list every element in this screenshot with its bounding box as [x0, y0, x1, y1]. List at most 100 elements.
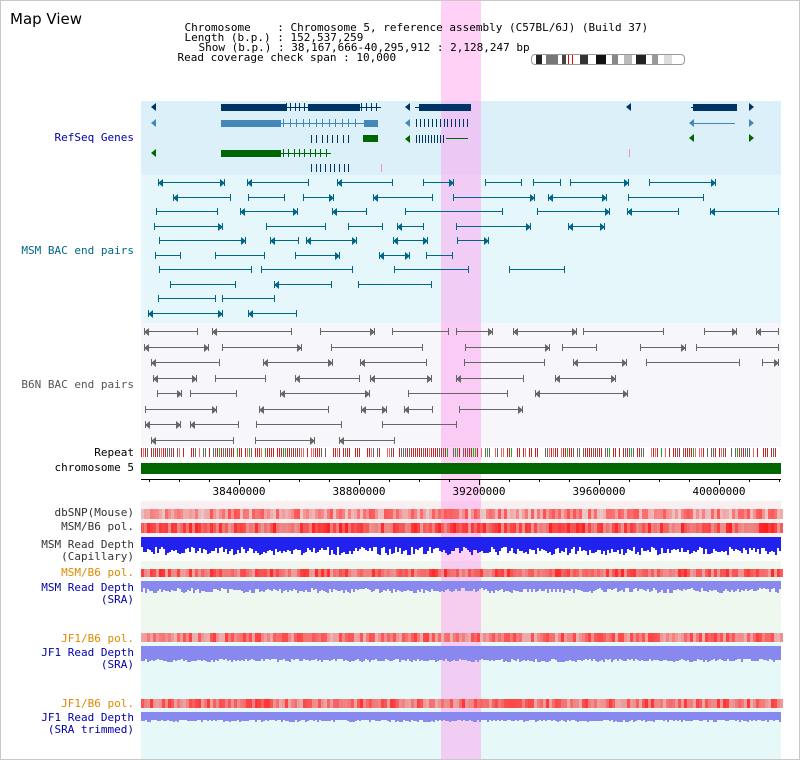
heat-cell	[615, 699, 618, 708]
repeat-track[interactable]	[141, 448, 781, 457]
axis-tick	[179, 479, 180, 482]
heat-cell	[198, 633, 201, 642]
depth-bar	[291, 646, 293, 659]
heat-cell	[246, 509, 249, 519]
heat-cell	[408, 509, 411, 519]
gene-exon	[416, 119, 417, 127]
heat-cell	[357, 633, 360, 642]
jf1-depth-sra-track[interactable]	[141, 646, 781, 668]
heat-cell	[237, 523, 240, 533]
depth-bar	[699, 581, 701, 592]
depth-bar	[279, 646, 281, 660]
depth-bar	[395, 646, 397, 659]
repeat-element	[577, 448, 578, 457]
heat-cell	[501, 523, 504, 533]
chromosome-bar[interactable]	[141, 463, 781, 474]
msm-depth-capillary-track[interactable]	[141, 537, 781, 555]
heat-cell	[624, 633, 627, 642]
heat-cell	[675, 509, 678, 519]
depth-bar	[219, 537, 221, 548]
depth-bar	[273, 581, 275, 589]
depth-bar	[173, 712, 175, 722]
heat-cell	[426, 509, 429, 519]
gene-exon	[343, 164, 345, 172]
depth-bar	[147, 646, 149, 662]
axis-tick	[749, 479, 750, 482]
chromosome-ideogram[interactable]	[531, 54, 685, 65]
heat-cell	[777, 523, 780, 533]
strand-arrow-icon	[600, 222, 606, 231]
depth-bar	[753, 712, 755, 720]
heat-cell	[612, 633, 615, 642]
depth-bar	[467, 581, 469, 591]
depth-bar	[751, 712, 753, 721]
heat-cell	[714, 633, 717, 642]
depth-bar	[565, 537, 567, 548]
depth-bar	[315, 646, 317, 659]
ideogram-band	[636, 55, 646, 64]
heat-cell	[468, 569, 471, 577]
repeat-element	[221, 448, 222, 457]
heat-cell	[411, 523, 414, 533]
strand-arrow-icon	[382, 405, 388, 414]
depth-bar	[573, 537, 575, 547]
jf1-depth-trimmed-track[interactable]	[141, 712, 781, 722]
heat-cell	[657, 523, 660, 533]
repeat-element	[349, 448, 350, 457]
depth-bar	[227, 581, 229, 593]
depth-bar	[181, 646, 183, 659]
jf1-b6-pol-heat-track[interactable]	[141, 633, 783, 642]
depth-bar	[605, 646, 607, 659]
depth-bar	[161, 581, 163, 592]
msm-b6-pol-heat-track[interactable]	[141, 523, 783, 533]
heat-cell	[627, 523, 630, 533]
depth-bar	[299, 646, 301, 661]
heat-cell	[279, 569, 282, 577]
heat-cell	[480, 569, 483, 577]
repeat-element	[529, 448, 530, 457]
depth-bar	[673, 537, 675, 549]
axis-tick	[389, 479, 390, 482]
heat-cell	[675, 633, 678, 642]
depth-bar	[183, 712, 185, 720]
repeat-element	[737, 448, 738, 457]
heat-cell	[447, 633, 450, 642]
heat-cell	[261, 509, 264, 519]
heat-cell	[684, 699, 687, 708]
depth-bar	[639, 646, 641, 661]
dbsnp-heat-track[interactable]	[141, 509, 783, 519]
repeat-element	[735, 448, 736, 457]
heat-cell	[525, 523, 528, 533]
heat-cell	[267, 569, 270, 577]
depth-bar	[715, 712, 717, 722]
depth-bar	[451, 646, 453, 661]
depth-bar	[571, 646, 573, 661]
heat-cell	[555, 633, 558, 642]
strand-arrow-icon	[297, 343, 303, 352]
gene-exon	[419, 119, 421, 127]
repeat-element	[511, 448, 512, 457]
bac-end	[508, 266, 510, 273]
strand-arrow-icon	[293, 208, 299, 216]
jf1-b6-pol-2-heat-track[interactable]	[141, 699, 783, 708]
heat-cell	[756, 699, 759, 708]
msm-depth-sra-track[interactable]	[141, 581, 781, 593]
heat-cell	[486, 633, 489, 642]
heat-cell	[645, 523, 648, 533]
depth-bar	[389, 712, 391, 722]
heat-cell	[315, 523, 318, 533]
strand-arrow-icon	[749, 119, 754, 127]
heat-cell	[237, 633, 240, 642]
depth-bar	[313, 646, 315, 660]
depth-bar	[289, 646, 291, 662]
depth-bar	[305, 581, 307, 590]
bac-pair	[157, 182, 225, 183]
msm-b6-pol-2-heat-track[interactable]	[141, 569, 783, 577]
depth-bar	[375, 712, 377, 721]
heat-cell	[519, 569, 522, 577]
depth-bar	[543, 646, 545, 661]
depth-bar	[573, 581, 575, 593]
heat-cell	[561, 569, 564, 577]
depth-bar	[445, 581, 447, 590]
depth-bar	[141, 646, 143, 661]
